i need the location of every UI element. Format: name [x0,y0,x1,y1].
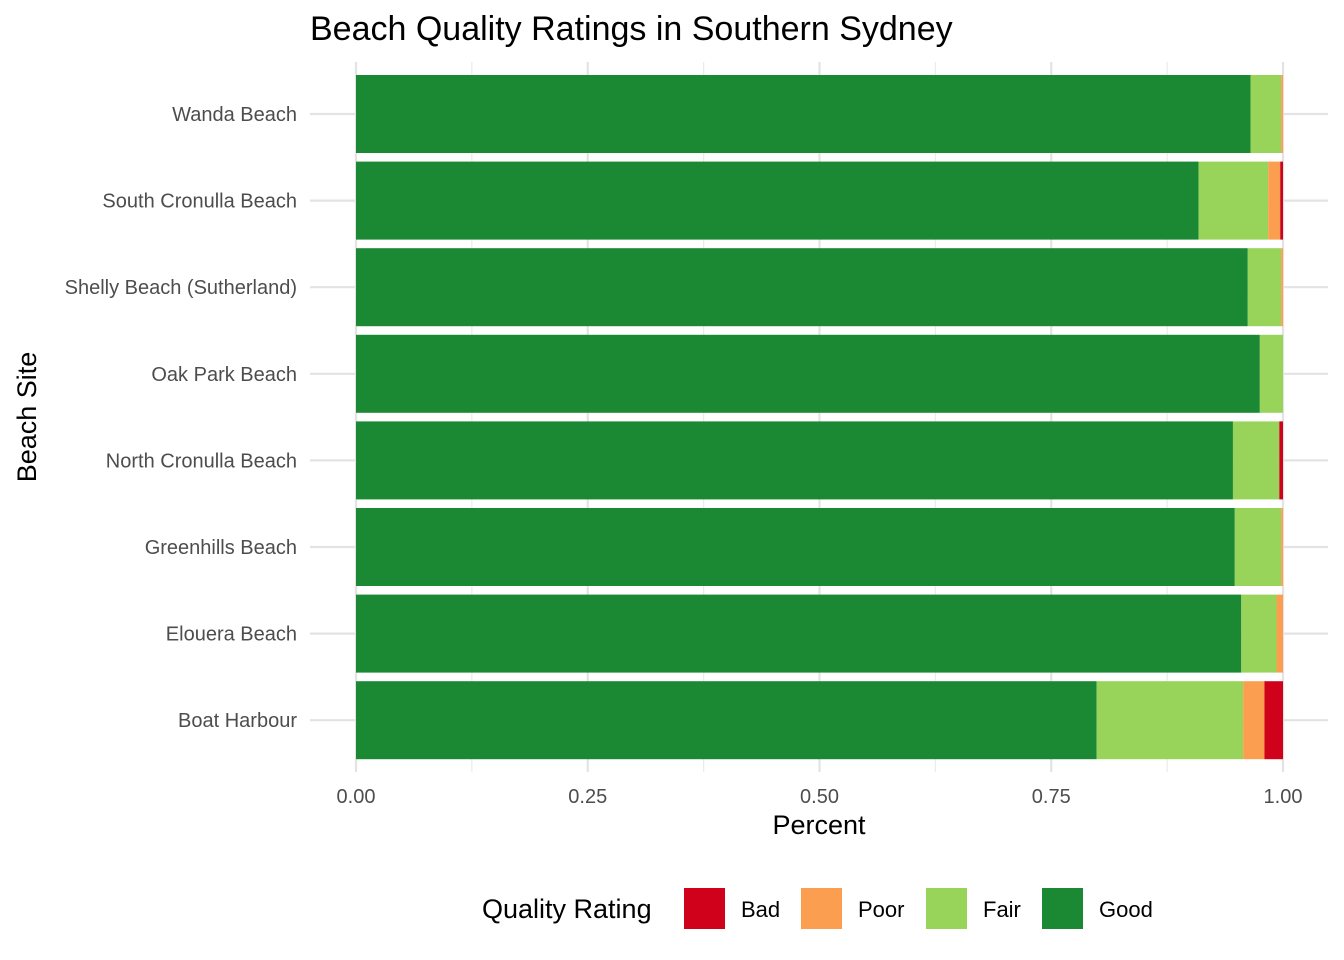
x-tick-label: 0.50 [800,786,839,808]
bar-fair [1234,508,1282,586]
legend-label-poor: Poor [858,897,904,922]
bar-fair [1198,161,1269,240]
legend: Quality Rating Bad Poor Fair Good [482,888,1153,929]
x-tick-label: 0.00 [337,786,376,808]
bar-fair [1096,681,1244,760]
legend-label-bad: Bad [741,897,780,922]
bar-good [356,75,1251,153]
bar-poor [1276,594,1283,673]
bar-fair [1232,421,1280,500]
bar-fair [1259,334,1283,413]
legend-title: Quality Rating [482,894,652,924]
y-tick-label: Wanda Beach [172,104,297,126]
bar-poor [1281,75,1283,153]
bar-poor [1243,681,1265,760]
legend-key-fair [926,888,967,929]
bar-poor [1281,508,1283,586]
bar-poor [1281,248,1283,327]
x-axis-title: Percent [772,810,866,840]
chart-title: Beach Quality Ratings in Southern Sydney [310,10,953,48]
x-tick-label: 0.75 [1032,786,1071,808]
bar-good [356,594,1242,673]
y-axis-title: Beach Site [12,352,42,483]
bar-good [356,681,1097,760]
legend-label-good: Good [1099,897,1153,922]
x-tick-label: 1.00 [1264,786,1303,808]
x-tick-labels: 0.00 0.25 0.50 0.75 1.00 [337,786,1303,808]
legend-key-poor [801,888,842,929]
y-tick-label: Shelly Beach (Sutherland) [65,277,297,299]
y-tick-label: North Cronulla Beach [106,450,297,472]
bar-fair [1241,594,1277,673]
legend-label-fair: Fair [983,897,1021,922]
bars [356,75,1283,760]
bar-good [356,161,1199,240]
bar-bad [1264,681,1283,760]
bar-bad [1279,421,1283,500]
y-tick-label: Oak Park Beach [151,364,297,386]
bar-fair [1250,75,1282,153]
y-tick-label: Greenhills Beach [145,537,297,559]
bar-good [356,334,1260,413]
bar-good [356,421,1233,500]
legend-key-bad [684,888,725,929]
y-tick-label: Boat Harbour [178,710,297,732]
bar-good [356,508,1235,586]
bar-bad [1280,161,1283,240]
bar-fair [1247,248,1282,327]
bar-poor [1268,161,1281,240]
bar-good [356,248,1248,327]
x-tick-label: 0.25 [568,786,607,808]
legend-key-good [1042,888,1083,929]
y-tick-labels: Wanda Beach South Cronulla Beach Shelly Be… [65,104,298,732]
y-tick-label: Elouera Beach [166,624,297,646]
y-tick-label: South Cronulla Beach [102,191,297,213]
